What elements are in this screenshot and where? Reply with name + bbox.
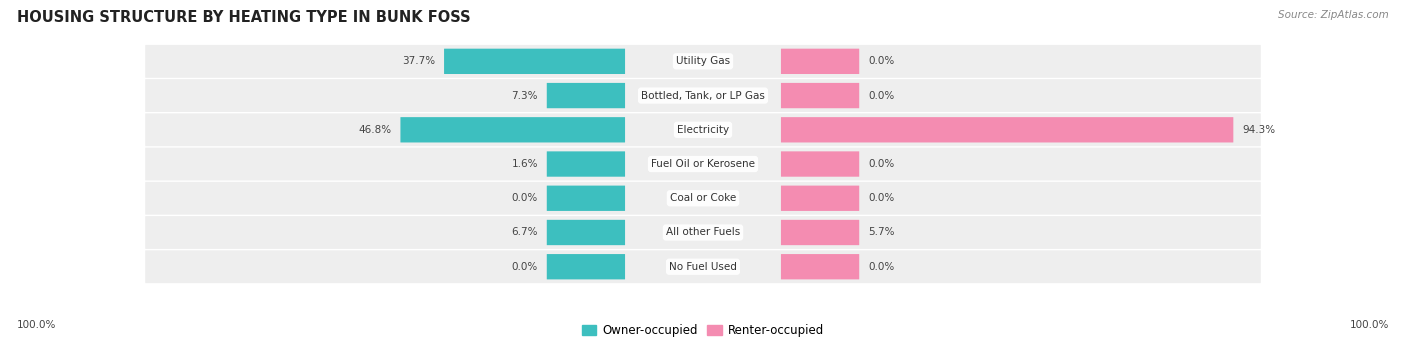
Text: 0.0%: 0.0% [868, 193, 894, 203]
FancyBboxPatch shape [401, 117, 626, 142]
FancyBboxPatch shape [547, 83, 626, 108]
Text: 0.0%: 0.0% [868, 90, 894, 101]
FancyBboxPatch shape [145, 250, 1261, 283]
Text: 0.0%: 0.0% [868, 262, 894, 272]
Text: 94.3%: 94.3% [1241, 125, 1275, 135]
FancyBboxPatch shape [145, 45, 1261, 78]
Text: 100.0%: 100.0% [1350, 320, 1389, 330]
FancyBboxPatch shape [780, 49, 859, 74]
Text: Fuel Oil or Kerosene: Fuel Oil or Kerosene [651, 159, 755, 169]
Text: Utility Gas: Utility Gas [676, 56, 730, 66]
Text: Source: ZipAtlas.com: Source: ZipAtlas.com [1278, 10, 1389, 20]
Text: 7.3%: 7.3% [512, 90, 538, 101]
FancyBboxPatch shape [444, 49, 626, 74]
FancyBboxPatch shape [145, 216, 1261, 249]
FancyBboxPatch shape [780, 117, 1233, 142]
FancyBboxPatch shape [547, 220, 626, 245]
FancyBboxPatch shape [547, 186, 626, 211]
Text: Electricity: Electricity [676, 125, 730, 135]
FancyBboxPatch shape [547, 151, 626, 177]
Text: No Fuel Used: No Fuel Used [669, 262, 737, 272]
FancyBboxPatch shape [780, 220, 859, 245]
Text: All other Fuels: All other Fuels [666, 227, 740, 238]
Legend: Owner-occupied, Renter-occupied: Owner-occupied, Renter-occupied [578, 319, 828, 340]
FancyBboxPatch shape [547, 254, 626, 279]
Text: 0.0%: 0.0% [512, 262, 538, 272]
Text: 0.0%: 0.0% [868, 56, 894, 66]
FancyBboxPatch shape [145, 79, 1261, 112]
Text: 100.0%: 100.0% [17, 320, 56, 330]
FancyBboxPatch shape [780, 83, 859, 108]
FancyBboxPatch shape [145, 113, 1261, 146]
Text: 46.8%: 46.8% [359, 125, 392, 135]
Text: 6.7%: 6.7% [512, 227, 538, 238]
FancyBboxPatch shape [780, 186, 859, 211]
FancyBboxPatch shape [780, 151, 859, 177]
Text: Coal or Coke: Coal or Coke [669, 193, 737, 203]
Text: 1.6%: 1.6% [512, 159, 538, 169]
Text: 37.7%: 37.7% [402, 56, 436, 66]
Text: 5.7%: 5.7% [868, 227, 894, 238]
FancyBboxPatch shape [780, 254, 859, 279]
Text: 0.0%: 0.0% [868, 159, 894, 169]
FancyBboxPatch shape [145, 182, 1261, 215]
Text: Bottled, Tank, or LP Gas: Bottled, Tank, or LP Gas [641, 90, 765, 101]
Text: HOUSING STRUCTURE BY HEATING TYPE IN BUNK FOSS: HOUSING STRUCTURE BY HEATING TYPE IN BUN… [17, 10, 471, 25]
Text: 0.0%: 0.0% [512, 193, 538, 203]
FancyBboxPatch shape [145, 148, 1261, 181]
